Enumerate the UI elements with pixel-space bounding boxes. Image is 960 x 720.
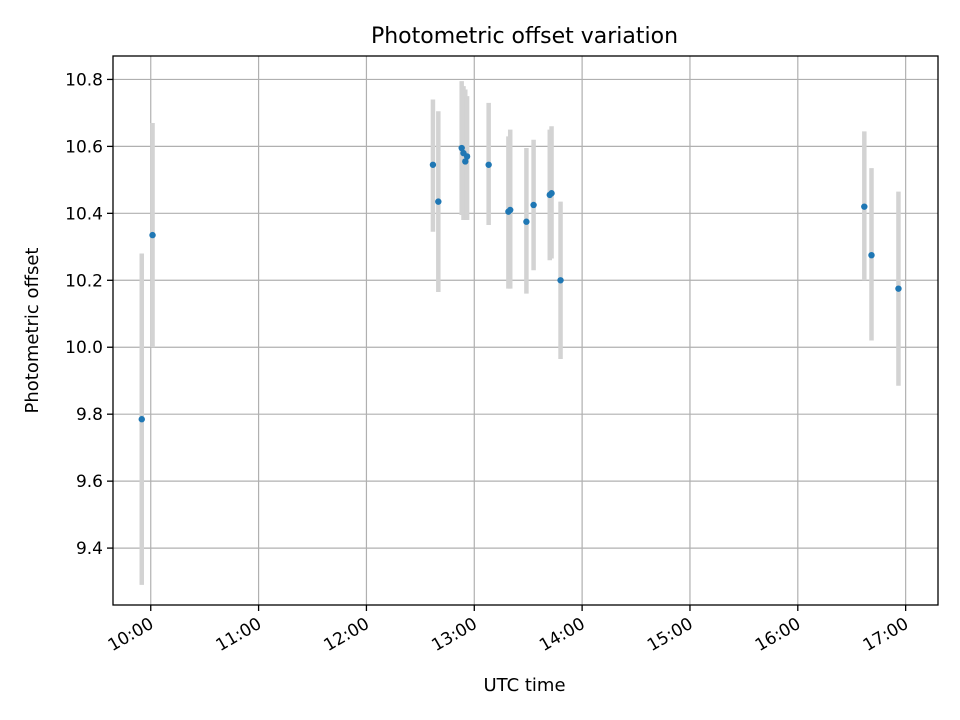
x-tick-label: 16:00 [752, 614, 804, 656]
x-tick-label: 17:00 [860, 614, 912, 656]
data-point [149, 231, 156, 239]
data-point [462, 158, 469, 165]
plot-frame [112, 55, 939, 606]
y-tick-label: 9.6 [76, 472, 103, 492]
data-point [463, 153, 471, 160]
chart-title: Photometric offset variation [371, 24, 678, 49]
x-tick-label: 10:00 [105, 614, 157, 656]
y-tick-label: 10.6 [65, 137, 103, 157]
data-point [429, 161, 437, 168]
data-point [138, 416, 145, 423]
data-point [435, 198, 442, 205]
data-point [523, 218, 530, 225]
data-point [485, 161, 492, 168]
x-tick-label: 12:00 [320, 614, 372, 656]
data-points [138, 144, 902, 423]
y-axis-label: Photometric offset [22, 248, 43, 414]
x-axis-label: UTC time [483, 675, 565, 696]
y-axis-ticks: 9.4 9.6 9.8 10.0 10.2 10.4 10.6 10.8 [65, 70, 113, 559]
y-tick-label: 10.4 [65, 204, 103, 224]
x-axis-ticks: 10:00 11:00 12:00 13:00 14:00 15:00 16:00 17:00 [105, 605, 912, 656]
data-point [548, 190, 555, 197]
y-tick-label: 10.2 [65, 271, 103, 291]
data-point [507, 206, 514, 214]
grid-lines [113, 56, 938, 605]
y-tick-label: 10.0 [65, 338, 103, 358]
x-tick-label: 15:00 [644, 614, 696, 656]
y-tick-label: 9.4 [76, 539, 103, 559]
error-bars [139, 81, 901, 585]
x-tick-label: 13:00 [428, 614, 480, 656]
data-point [458, 144, 465, 152]
data-point [861, 203, 868, 210]
data-point [557, 277, 564, 284]
data-point [530, 201, 537, 209]
data-point [895, 285, 902, 292]
data-point [868, 251, 875, 259]
x-tick-label: 14:00 [536, 614, 588, 656]
y-tick-label: 9.8 [76, 405, 103, 425]
x-tick-label: 11:00 [213, 614, 265, 656]
y-tick-label: 10.8 [65, 70, 103, 90]
